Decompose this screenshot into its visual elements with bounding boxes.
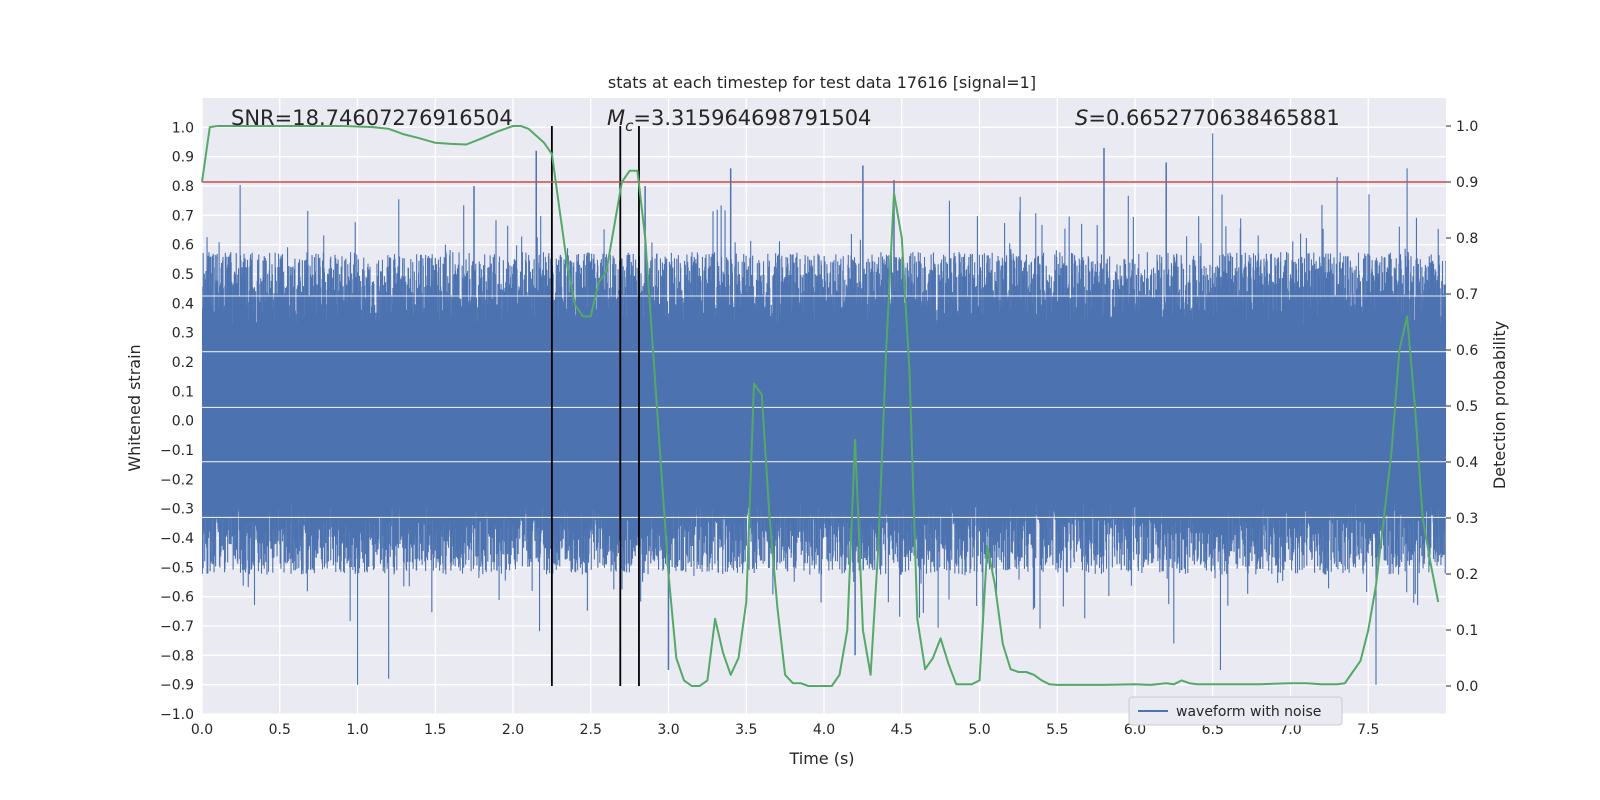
right-y-tick-label: 0.5: [1456, 399, 1478, 415]
left-y-tick-label: 0.7: [172, 208, 194, 224]
x-tick-label: 1.5: [424, 722, 446, 738]
left-y-tick-label: −1.0: [160, 707, 194, 723]
right-y-tick-label: 0.8: [1456, 231, 1478, 247]
left-y-tick-label: −0.5: [160, 560, 194, 576]
left-y-tick-label: 0.2: [172, 355, 194, 371]
x-tick-label: 7.0: [1279, 722, 1301, 738]
x-tick-label: 5.0: [968, 722, 990, 738]
x-tick-label: 6.5: [1202, 722, 1224, 738]
probability-line: [201, 125, 1440, 687]
legend: waveform with noise: [1128, 696, 1343, 726]
right-y-axis-ticks: 0.0 0.1 0.2 0.3 0.4 0.5 0.6 0.7 0.8 0.9 1.0: [1446, 119, 1478, 695]
left-y-tick-label: 0.6: [172, 238, 194, 254]
x-tick-label: 4.0: [813, 722, 835, 738]
left-y-tick-label: 0.8: [172, 179, 194, 195]
left-y-tick-label: −0.8: [160, 648, 194, 664]
snr-annotation: SNR=18.74607276916504: [231, 106, 513, 130]
chirp-mass-annotation: Mc=3.315964698791504: [607, 106, 871, 135]
chirp-mass-value: =3.315964698791504: [633, 106, 871, 130]
s-symbol: S: [1075, 106, 1088, 130]
left-y-tick-label: 0.0: [172, 414, 194, 430]
right-y-tick-label: 1.0: [1456, 119, 1478, 135]
legend-label: waveform with noise: [1176, 704, 1321, 720]
probability-series: [201, 125, 1440, 687]
left-y-tick-label: 0.4: [172, 296, 194, 312]
x-tick-label: 3.0: [657, 722, 679, 738]
x-tick-label: 2.0: [502, 722, 524, 738]
x-tick-label: 2.5: [580, 722, 602, 738]
x-tick-label: 0.5: [269, 722, 291, 738]
left-y-tick-label: 0.1: [172, 384, 194, 400]
right-y-tick-label: 0.1: [1456, 623, 1478, 639]
x-tick-label: 5.5: [1046, 722, 1068, 738]
right-y-tick-label: 0.9: [1456, 175, 1478, 191]
left-y-tick-label: 0.5: [172, 267, 194, 283]
x-axis-label: Time (s): [788, 749, 854, 768]
left-y-tick-label: −0.2: [160, 472, 194, 488]
right-y-tick-label: 0.3: [1456, 511, 1478, 527]
x-tick-label: 1.0: [346, 722, 368, 738]
x-tick-label: 7.5: [1357, 722, 1379, 738]
x-tick-label: 3.5: [735, 722, 757, 738]
right-y-axis-label: Detection probability: [1490, 321, 1509, 489]
x-tick-label: 6.0: [1124, 722, 1146, 738]
right-y-tick-label: 0.0: [1456, 679, 1478, 695]
left-y-tick-label: −0.3: [160, 502, 194, 518]
left-y-tick-label: −0.6: [160, 590, 194, 606]
legend-box: [1128, 696, 1343, 726]
x-axis-ticks: 0.0 0.5 1.0 1.5 2.0 2.5 3.0 3.5 4.0 4.5 5.0 5.5 6.0 6…: [191, 722, 1380, 738]
vertical-markers: [550, 126, 640, 686]
s-annotation: S=0.6652770638465881: [1075, 106, 1340, 130]
x-tick-label: 0.0: [191, 722, 213, 738]
left-y-tick-label: −0.9: [160, 678, 194, 694]
left-y-axis-ticks: −1.0 −0.9 −0.8 −0.7 −0.6 −0.5 −0.4 −0.3 −0.2 −0.1…: [160, 120, 194, 723]
right-y-tick-label: 0.6: [1456, 343, 1478, 359]
left-y-axis-label: Whitened strain: [125, 344, 144, 471]
left-y-tick-label: −0.4: [160, 531, 194, 547]
waveform-series: [202, 133, 1446, 685]
x-tick-label: 4.5: [891, 722, 913, 738]
chirp-mass-subscript: c: [625, 117, 634, 135]
left-y-tick-label: 0.3: [172, 326, 194, 342]
right-y-tick-label: 0.7: [1456, 287, 1478, 303]
s-value: =0.6652770638465881: [1088, 106, 1339, 130]
left-y-tick-label: 0.9: [172, 150, 194, 166]
chart-title: stats at each timestep for test data 176…: [608, 73, 1036, 92]
chirp-mass-symbol: M: [607, 106, 625, 130]
left-y-tick-label: −0.1: [160, 443, 194, 459]
left-y-tick-label: 1.0: [172, 120, 194, 136]
left-y-tick-label: −0.7: [160, 619, 194, 635]
right-y-tick-label: 0.4: [1456, 455, 1478, 471]
right-y-tick-label: 0.2: [1456, 567, 1478, 583]
